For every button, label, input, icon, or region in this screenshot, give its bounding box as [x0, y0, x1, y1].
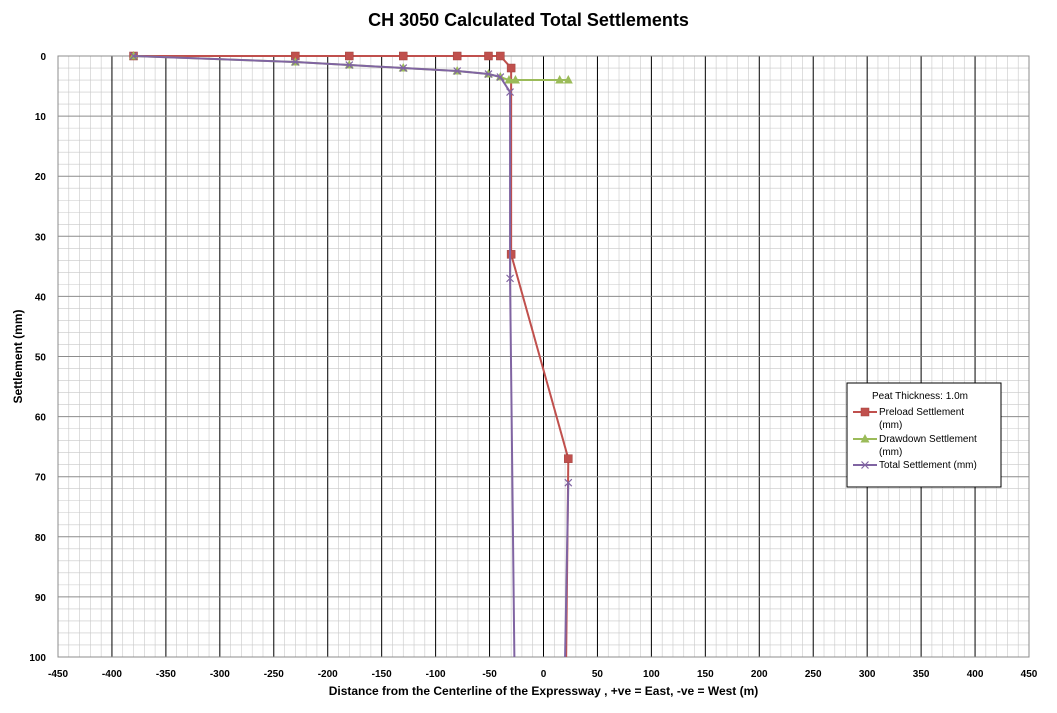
- legend-label: (mm): [879, 447, 902, 458]
- x-tick-label: -300: [210, 669, 230, 680]
- data-point: [506, 250, 516, 259]
- legend: Peat Thickness: 1.0m Preload Settlement (…: [846, 382, 1002, 488]
- y-tick-label: 40: [35, 292, 47, 303]
- y-tick-label: 80: [35, 533, 47, 544]
- legend-label: Total Settlement (mm): [879, 460, 977, 471]
- y-tick-label: 90: [35, 593, 47, 604]
- plot-area: [57, 55, 1030, 658]
- legend-title: Peat Thickness: 1.0m: [872, 391, 968, 402]
- x-tick-label: 50: [592, 669, 604, 680]
- series-layer: [129, 51, 573, 658]
- y-tick-label: 70: [35, 473, 47, 484]
- legend-label: Preload Settlement: [879, 407, 964, 418]
- data-point: [484, 70, 493, 78]
- y-tick-label: 0: [40, 52, 46, 63]
- x-tick-label: 250: [805, 669, 822, 680]
- y-tick-label: 30: [35, 232, 47, 243]
- y-tick-label: 20: [35, 172, 47, 183]
- x-axis-tick-labels: -450 -400 -350 -300 -250 -200 -150 -100 -50 0 50 10…: [48, 669, 1038, 680]
- series-2: [129, 52, 516, 658]
- data-point: [555, 75, 565, 84]
- x-tick-label: 150: [697, 669, 714, 680]
- x-tick-label: -200: [318, 669, 338, 680]
- x-tick-label: 400: [967, 669, 984, 680]
- legend-entry-0: Preload Settlement (mm): [853, 407, 964, 431]
- x-tick-label: -350: [156, 669, 176, 680]
- y-axis-tick-labels: 0 10 20 30 40 50 60 70 80 90 100: [29, 52, 46, 664]
- x-tick-label: -50: [482, 669, 497, 680]
- series-3: [564, 478, 573, 658]
- data-point: [345, 51, 354, 61]
- x-tick-label: 450: [1021, 669, 1038, 680]
- data-point: [291, 58, 300, 66]
- chart-title: CH 3050 Calculated Total Settlements: [368, 10, 689, 30]
- legend-entries: Preload Settlement(mm)Drawdown Settlemen…: [853, 407, 977, 471]
- x-tick-label: -450: [48, 669, 68, 680]
- major-gridlines: [57, 55, 1030, 658]
- y-axis-title: Settlement (mm): [11, 309, 25, 403]
- data-point: [506, 63, 516, 73]
- data-point: [453, 67, 462, 75]
- legend-box: [846, 382, 1002, 488]
- data-point: [345, 61, 354, 69]
- x-tick-label: 350: [913, 669, 930, 680]
- data-point: [563, 75, 573, 84]
- data-point: [484, 51, 493, 61]
- y-tick-label: 60: [35, 413, 47, 424]
- data-point: [398, 51, 408, 61]
- data-point: [452, 51, 462, 61]
- data-point: [510, 75, 520, 84]
- series-0: [129, 51, 573, 658]
- plot-border: [57, 55, 1030, 658]
- data-point: [506, 88, 514, 96]
- series-line: [564, 482, 570, 658]
- legend-label: (mm): [879, 420, 902, 431]
- legend-marker: [861, 461, 869, 469]
- y-tick-label: 10: [35, 112, 47, 123]
- data-point: [496, 73, 505, 81]
- legend-label: Drawdown Settlement: [879, 434, 977, 445]
- y-tick-label: 50: [35, 353, 47, 364]
- x-tick-label: -250: [264, 669, 284, 680]
- x-tick-label: 100: [643, 669, 660, 680]
- y-tick-label: 100: [29, 653, 46, 664]
- x-tick-label: 300: [859, 669, 876, 680]
- data-point: [496, 51, 505, 61]
- legend-marker: [860, 407, 870, 417]
- x-tick-label: 200: [751, 669, 768, 680]
- x-tick-label: 0: [541, 669, 547, 680]
- x-axis-title: Distance from the Centerline of the Expr…: [329, 684, 759, 698]
- data-point: [564, 478, 573, 487]
- legend-entry-2: Total Settlement (mm): [853, 460, 977, 471]
- x-tick-label: -150: [372, 669, 392, 680]
- x-tick-label: -100: [426, 669, 446, 680]
- data-point: [399, 64, 408, 72]
- data-point: [129, 52, 138, 60]
- data-point: [506, 274, 514, 283]
- data-point: [564, 454, 573, 463]
- x-tick-label: -400: [102, 669, 122, 680]
- legend-marker: [860, 434, 870, 443]
- legend-entry-1: Drawdown Settlement (mm): [853, 434, 977, 458]
- series-line: [133, 55, 516, 658]
- data-point: [504, 75, 514, 84]
